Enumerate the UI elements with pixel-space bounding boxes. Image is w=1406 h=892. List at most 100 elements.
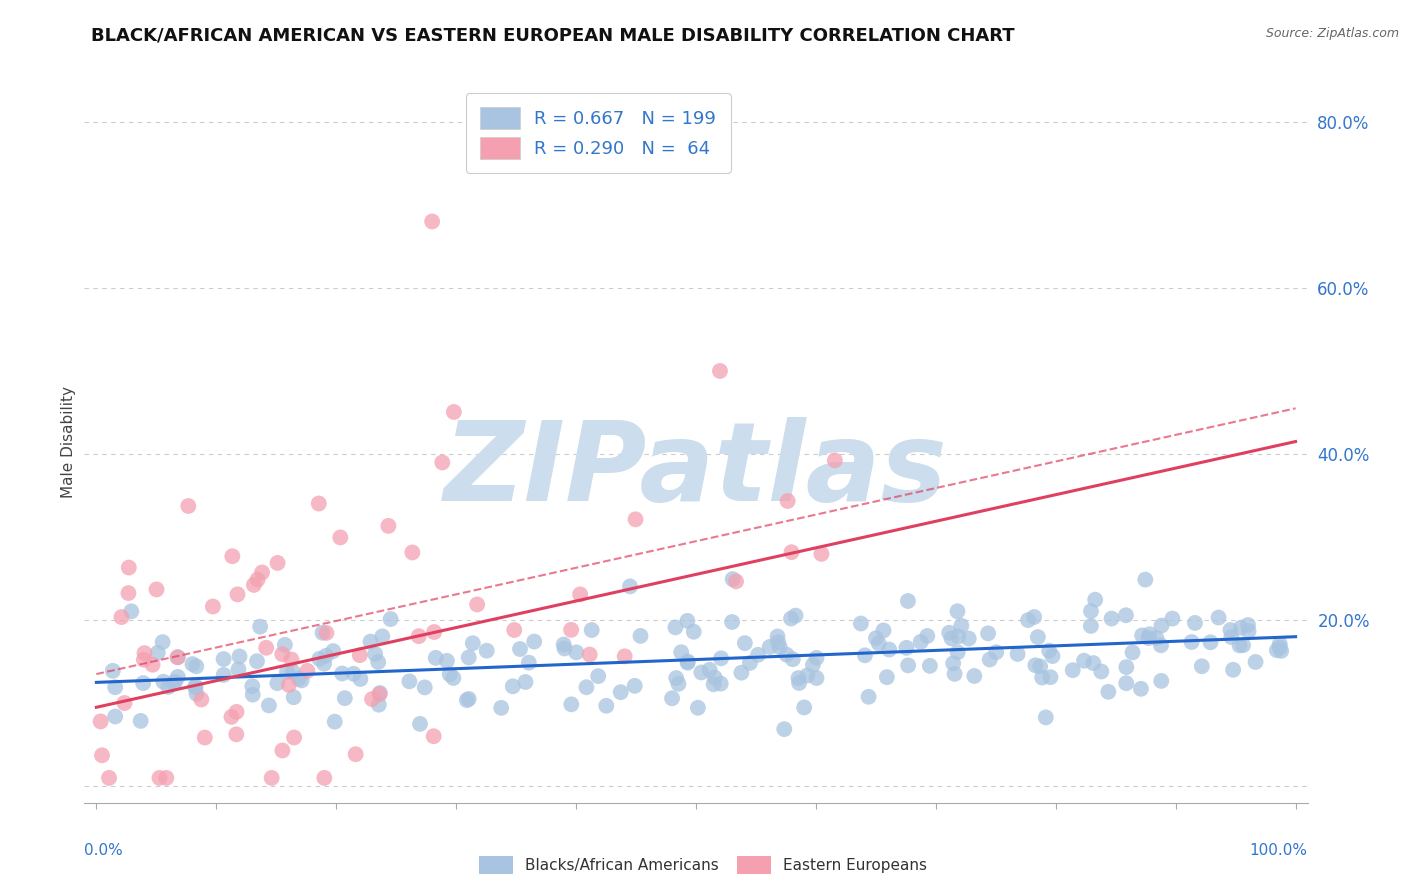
Point: [312, 657, 335, 671]
Point: [184, 679, 207, 693]
Text: BLACK/AFRICAN AMERICAN VS EASTERN EUROPEAN MALE DISABILITY CORRELATION CHART: BLACK/AFRICAN AMERICAN VS EASTERN EUROPE…: [91, 27, 1015, 45]
Point: [475, 643, 498, 657]
Point: [623, 679, 645, 693]
Point: [283, 731, 305, 745]
Point: [271, 743, 294, 757]
Point: [101, 664, 124, 678]
Point: [1199, 635, 1222, 649]
Point: [806, 651, 828, 665]
Point: [796, 668, 818, 682]
Point: [166, 650, 188, 665]
Point: [780, 611, 803, 625]
Point: [152, 674, 174, 689]
Point: [162, 675, 184, 690]
Point: [1265, 643, 1288, 657]
Point: [423, 625, 446, 640]
Point: [367, 655, 389, 669]
Point: [1139, 627, 1161, 641]
Point: [368, 687, 391, 701]
Point: [329, 531, 352, 545]
Point: [148, 771, 170, 785]
Point: [315, 648, 337, 663]
Point: [709, 364, 731, 378]
Point: [1083, 656, 1105, 670]
Point: [1268, 637, 1291, 651]
Point: [766, 635, 789, 649]
Point: [104, 680, 127, 694]
Point: [1150, 618, 1173, 632]
Point: [145, 582, 167, 597]
Point: [413, 681, 436, 695]
Point: [288, 672, 311, 686]
Point: [1007, 647, 1029, 661]
Point: [502, 679, 524, 693]
Point: [114, 696, 136, 710]
Point: [977, 626, 1000, 640]
Point: [782, 652, 804, 666]
Point: [515, 675, 537, 690]
Point: [242, 688, 264, 702]
Point: [228, 649, 250, 664]
Point: [152, 635, 174, 649]
Point: [1270, 644, 1292, 658]
Point: [665, 671, 688, 685]
Point: [824, 453, 846, 467]
Legend: Blacks/African Americans, Eastern Europeans: Blacks/African Americans, Eastern Europe…: [472, 850, 934, 880]
Point: [950, 619, 973, 633]
Point: [560, 698, 582, 712]
Point: [297, 664, 319, 678]
Point: [1208, 610, 1230, 624]
Point: [517, 656, 540, 670]
Point: [166, 670, 188, 684]
Point: [1150, 638, 1173, 652]
Point: [1129, 681, 1152, 696]
Point: [1130, 628, 1153, 642]
Point: [250, 566, 273, 580]
Point: [586, 669, 609, 683]
Point: [897, 658, 920, 673]
Point: [322, 644, 344, 658]
Point: [523, 634, 546, 648]
Point: [315, 626, 337, 640]
Point: [461, 636, 484, 650]
Point: [780, 545, 803, 559]
Point: [246, 573, 269, 587]
Point: [308, 652, 330, 666]
Point: [443, 405, 465, 419]
Text: 0.0%: 0.0%: [84, 843, 124, 857]
Point: [725, 574, 748, 589]
Point: [1115, 608, 1137, 623]
Point: [132, 653, 155, 667]
Point: [240, 679, 263, 693]
Point: [1084, 592, 1107, 607]
Point: [330, 666, 353, 681]
Point: [90, 714, 112, 729]
Point: [979, 652, 1001, 666]
Point: [243, 578, 266, 592]
Point: [910, 635, 932, 649]
Point: [858, 690, 880, 704]
Point: [104, 709, 127, 723]
Point: [409, 716, 432, 731]
Point: [1031, 671, 1053, 685]
Point: [1161, 611, 1184, 625]
Point: [703, 671, 725, 685]
Point: [181, 657, 204, 671]
Point: [1115, 660, 1137, 674]
Point: [686, 700, 709, 714]
Point: [1184, 615, 1206, 630]
Point: [249, 620, 271, 634]
Point: [941, 632, 963, 646]
Point: [221, 710, 243, 724]
Point: [157, 680, 180, 694]
Point: [738, 656, 761, 670]
Point: [333, 691, 356, 706]
Point: [1115, 676, 1137, 690]
Point: [758, 640, 780, 654]
Point: [690, 665, 713, 680]
Point: [630, 629, 652, 643]
Point: [266, 676, 288, 690]
Point: [734, 636, 756, 650]
Point: [1097, 685, 1119, 699]
Point: [1135, 573, 1157, 587]
